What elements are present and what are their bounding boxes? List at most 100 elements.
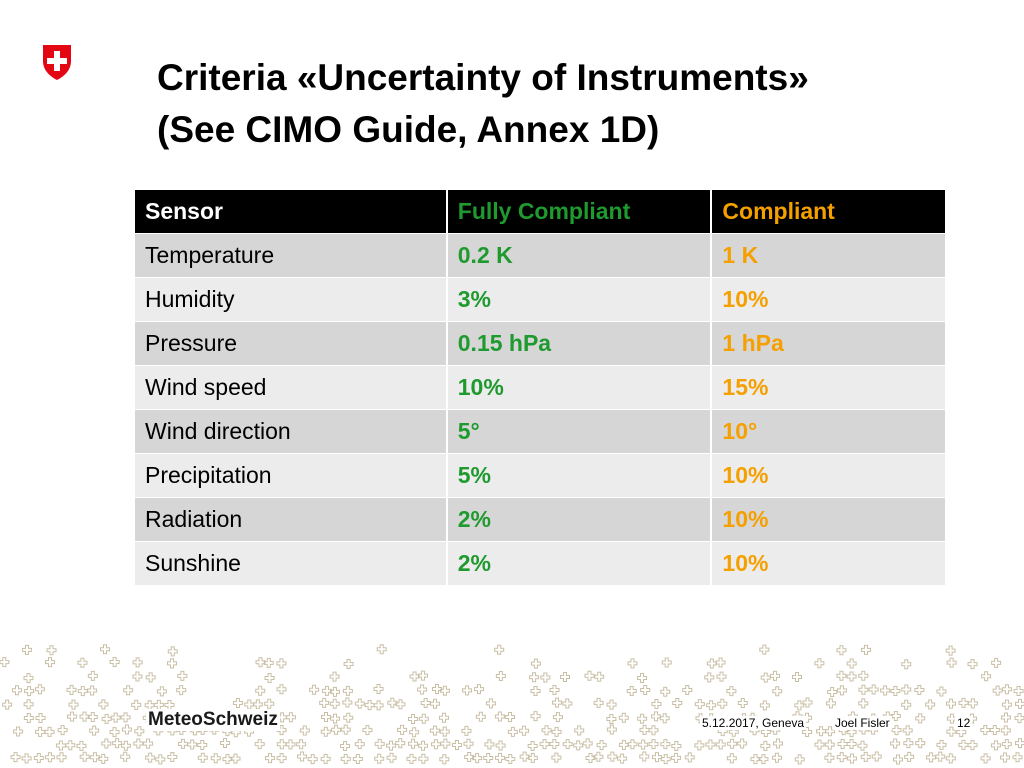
pattern-cross-icon xyxy=(210,753,221,764)
pattern-cross-icon xyxy=(694,699,705,710)
pattern-cross-icon xyxy=(794,754,805,765)
pattern-cross-icon xyxy=(112,738,123,749)
pattern-cross-icon xyxy=(980,753,991,764)
pattern-cross-icon xyxy=(967,659,978,670)
pattern-cross-icon xyxy=(992,685,1003,696)
pattern-cross-icon xyxy=(505,712,516,723)
pattern-cross-icon xyxy=(706,700,717,711)
pattern-cross-icon xyxy=(705,739,716,750)
pattern-cross-icon xyxy=(354,739,365,750)
pattern-cross-icon xyxy=(596,740,607,751)
pattern-cross-icon xyxy=(539,739,550,750)
pattern-cross-icon xyxy=(11,685,22,696)
pattern-cross-icon xyxy=(340,740,351,751)
pattern-cross-icon xyxy=(44,752,55,763)
pattern-cross-icon xyxy=(530,685,541,696)
pattern-cross-icon xyxy=(57,725,68,736)
pattern-cross-icon xyxy=(715,739,726,750)
pattern-cross-icon xyxy=(759,700,770,711)
pattern-cross-icon xyxy=(35,713,46,724)
pattern-cross-icon xyxy=(946,713,957,724)
pattern-cross-icon xyxy=(472,753,483,764)
pattern-cross-icon xyxy=(505,753,516,764)
pattern-cross-icon xyxy=(98,699,109,710)
pattern-cross-icon xyxy=(145,752,156,763)
pattern-cross-icon xyxy=(540,672,551,683)
pattern-cross-icon xyxy=(606,724,617,735)
fully-compliant-cell: 2% xyxy=(447,498,711,541)
pattern-cross-icon xyxy=(417,684,428,695)
pattern-cross-icon xyxy=(562,739,573,750)
pattern-cross-icon xyxy=(79,751,90,762)
pattern-cross-icon xyxy=(167,658,178,669)
pattern-cross-icon xyxy=(760,726,771,737)
pattern-cross-icon xyxy=(585,752,596,763)
pattern-cross-icon xyxy=(264,672,275,683)
pattern-cross-icon xyxy=(386,752,397,763)
pattern-cross-icon xyxy=(495,670,506,681)
pattern-cross-icon xyxy=(594,671,605,682)
pattern-cross-icon xyxy=(769,670,780,681)
pattern-cross-icon xyxy=(33,753,44,764)
pattern-cross-icon xyxy=(187,739,198,750)
compliant-cell: 10% xyxy=(712,454,945,497)
pattern-cross-icon xyxy=(167,751,178,762)
pattern-cross-icon xyxy=(519,751,530,762)
pattern-cross-icon xyxy=(915,738,926,749)
header-sensor: Sensor xyxy=(135,190,446,233)
pattern-cross-icon xyxy=(549,684,560,695)
pattern-cross-icon xyxy=(890,686,901,697)
pattern-cross-icon xyxy=(98,753,109,764)
pattern-cross-icon xyxy=(143,738,154,749)
pattern-cross-icon xyxy=(529,672,540,683)
pattern-cross-icon xyxy=(296,739,307,750)
pattern-cross-icon xyxy=(802,697,813,708)
pattern-cross-icon xyxy=(593,697,604,708)
pattern-cross-icon xyxy=(319,697,330,708)
pattern-cross-icon xyxy=(418,753,429,764)
criteria-table: Sensor Fully Compliant Compliant Tempera… xyxy=(133,189,947,586)
pattern-cross-icon xyxy=(926,752,937,763)
footer-date: 5.12.2017, Geneva xyxy=(700,716,807,730)
pattern-cross-icon xyxy=(593,751,604,762)
pattern-cross-icon xyxy=(65,740,76,751)
pattern-cross-icon xyxy=(276,658,287,669)
sensor-cell: Pressure xyxy=(135,322,446,365)
pattern-cross-icon xyxy=(661,657,672,668)
pattern-cross-icon xyxy=(660,739,671,750)
pattern-cross-icon xyxy=(891,725,902,736)
pattern-cross-icon xyxy=(495,740,506,751)
pattern-cross-icon xyxy=(132,657,143,668)
pattern-cross-icon xyxy=(901,659,912,670)
pattern-cross-icon xyxy=(946,726,957,737)
pattern-cross-icon xyxy=(858,684,869,695)
pattern-cross-icon xyxy=(276,753,287,764)
pattern-cross-icon xyxy=(562,698,573,709)
pattern-cross-icon xyxy=(871,751,882,762)
pattern-cross-icon xyxy=(758,754,769,765)
compliant-cell: 10% xyxy=(712,542,945,585)
pattern-cross-icon xyxy=(331,724,342,735)
pattern-cross-icon xyxy=(309,684,320,695)
pattern-cross-icon xyxy=(13,726,24,737)
pattern-cross-icon xyxy=(21,753,32,764)
pattern-cross-icon xyxy=(1014,698,1024,709)
pattern-cross-icon xyxy=(494,644,505,655)
pattern-cross-icon xyxy=(343,712,354,723)
pattern-cross-icon xyxy=(87,670,98,681)
pattern-cross-icon xyxy=(737,738,748,749)
pattern-cross-icon xyxy=(880,685,891,696)
fully-compliant-cell: 5% xyxy=(447,454,711,497)
pattern-cross-icon xyxy=(759,644,770,655)
pattern-cross-icon xyxy=(133,738,144,749)
pattern-cross-icon xyxy=(552,697,563,708)
pattern-cross-icon xyxy=(890,711,901,722)
pattern-cross-icon xyxy=(802,726,813,737)
pattern-cross-icon xyxy=(772,738,783,749)
pattern-cross-icon xyxy=(958,697,969,708)
pattern-cross-icon xyxy=(79,711,90,722)
pattern-cross-icon xyxy=(660,754,671,765)
pattern-cross-icon xyxy=(451,739,462,750)
pattern-cross-icon xyxy=(297,751,308,762)
header-fully-compliant: Fully Compliant xyxy=(447,190,711,233)
